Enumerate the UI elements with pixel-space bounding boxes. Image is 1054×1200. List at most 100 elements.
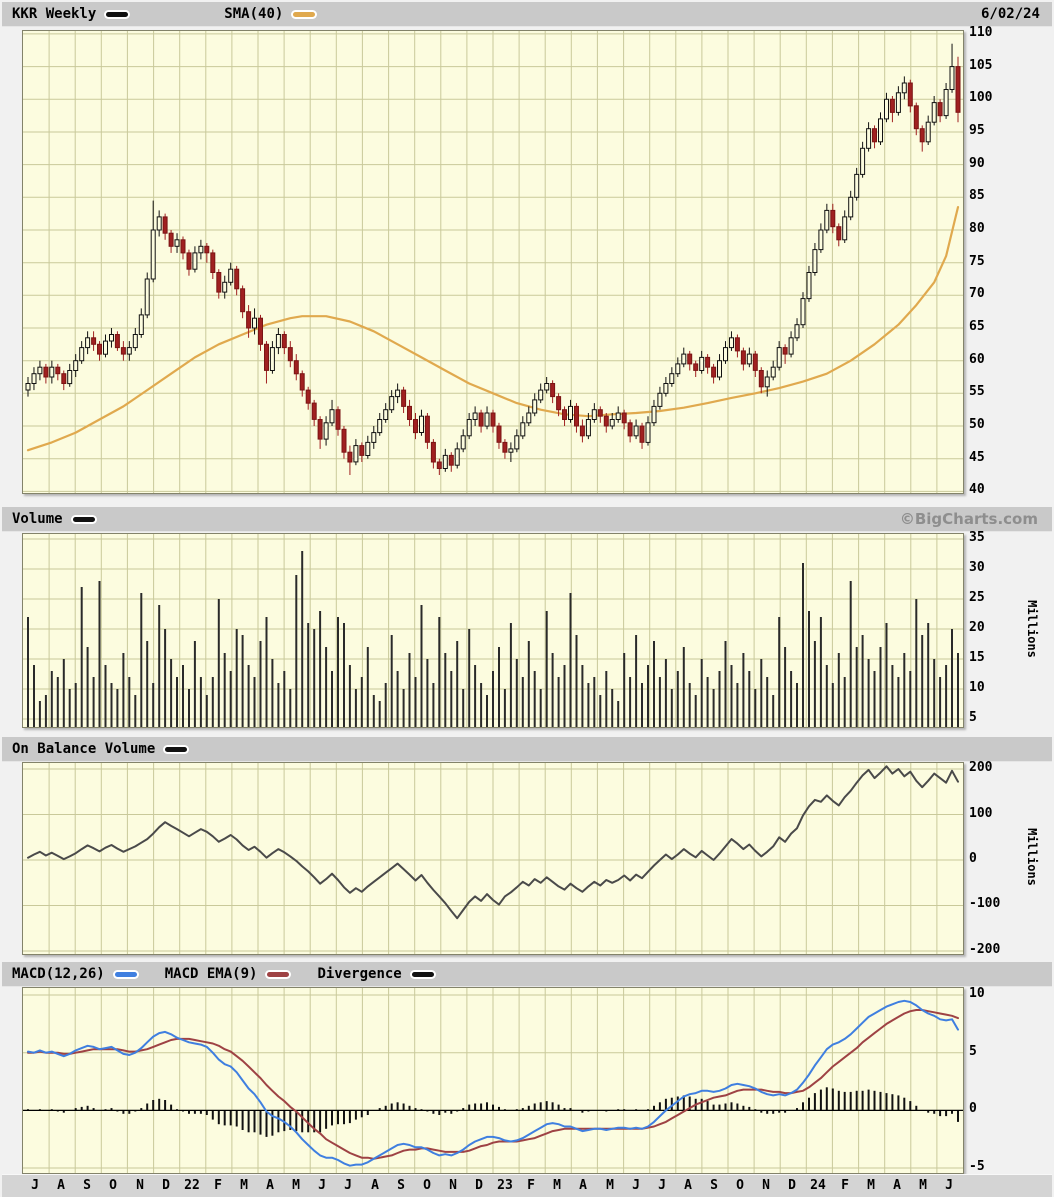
x-axis-month-label: D [475,1178,483,1193]
x-axis-month-label: 22 [184,1178,200,1193]
y-axis-tick-label: 95 [969,123,985,138]
page-footer-margin [0,1197,1054,1200]
y-axis-tick-label: -200 [969,942,1001,957]
volume-chart-panel [22,533,964,728]
x-axis-month-label: J [344,1178,352,1193]
x-axis-month-label: M [606,1178,614,1193]
y-axis-tick-label: 90 [969,156,985,171]
x-axis-month-label: J [658,1178,666,1193]
y-axis-tick-label: 10 [969,680,985,695]
y-axis-tick-label: 15 [969,650,985,665]
y-axis-tick-label: 5 [969,1044,977,1059]
x-axis-month-label: O [736,1178,744,1193]
price-legend-key-icon [106,11,129,17]
candles-group [25,43,961,475]
y-axis-tick-label: -5 [969,1159,985,1174]
x-axis-month-label: A [266,1178,274,1193]
obv-line [27,765,959,920]
macd-ema-line [27,1009,959,1160]
obv-chart-panel [22,762,964,955]
x-axis-month-label: S [710,1178,718,1193]
y-axis-tick-label: 35 [969,530,985,545]
y-axis-tick-label: 200 [969,760,993,775]
y-axis-tick-label: 110 [969,25,993,40]
x-axis-month-label: N [136,1178,144,1193]
y-axis-tick-label: -100 [969,896,1001,911]
x-axis-month-label: M [553,1178,561,1193]
y-axis-tick-label: 45 [969,450,985,465]
y-axis-tick-label: 10 [969,986,985,1001]
x-axis-month-label: F [214,1178,222,1193]
x-axis-month-label: O [423,1178,431,1193]
divergence-legend-key-icon [411,971,434,977]
x-axis-month-label: M [240,1178,248,1193]
x-axis-month-label: S [83,1178,91,1193]
x-axis-month-label: 24 [810,1178,826,1193]
x-axis-month-label: J [632,1178,640,1193]
x-axis-month-label: 23 [497,1178,513,1193]
x-axis-month-label: A [371,1178,379,1193]
x-axis-month-label: D [162,1178,170,1193]
obv-line-chart [23,763,963,954]
x-axis-month-label: F [841,1178,849,1193]
y-axis-tick-label: 30 [969,560,985,575]
macd-ema-title: MACD EMA(9) [164,966,258,982]
divergence-title: Divergence [317,966,402,982]
volume-legend-key-icon [72,516,95,522]
y-axis-tick-label: 70 [969,286,985,301]
macd-title: MACD(12,26) [12,966,105,982]
macd-legend-bar: MACD(12,26) MACD EMA(9) Divergence [2,962,1052,987]
sma-legend-key-icon [293,11,316,17]
x-axis-month-label: N [449,1178,457,1193]
x-axis-month-label: A [893,1178,901,1193]
y-axis-tick-label: 65 [969,319,985,334]
y-axis-tick-label: 0 [969,1101,977,1116]
macd-ema-legend-key-icon [267,971,290,977]
macd-legend-key-icon [114,971,137,977]
x-axis-bar: J A S O N D 22 F M A M J J A S O N D 23 F M A M J J A S O N D 24 F M A M J [2,1174,1052,1198]
price-chart-panel [22,30,964,494]
x-axis-month-label: A [579,1178,587,1193]
x-axis-month-label: A [57,1178,65,1193]
y-axis-tick-label: 40 [969,482,985,497]
x-axis-month-label: J [31,1178,39,1193]
y-axis-tick-label: 55 [969,384,985,399]
x-axis-month-label: M [867,1178,875,1193]
macd-chart [23,988,963,1173]
sma40-line [26,206,960,452]
y-axis-tick-label: 50 [969,417,985,432]
volume-axis-unit-label: Millions [1025,600,1039,658]
x-axis-month-label: N [762,1178,770,1193]
obv-legend-key-icon [165,746,188,752]
bigcharts-watermark: ©BigCharts.com [899,510,1038,528]
x-axis-month-label: S [397,1178,405,1193]
x-axis-month-label: O [109,1178,117,1193]
y-axis-tick-label: 80 [969,221,985,236]
symbol-series-label: KKR Weekly [12,6,97,22]
y-axis-tick-label: 85 [969,188,985,203]
volume-bar-chart [23,534,963,727]
price-legend-bar: KKR Weekly SMA(40) 6/02/24 [2,2,1052,27]
y-axis-tick-label: 25 [969,590,985,605]
obv-title: On Balance Volume [12,741,156,757]
x-axis-month-label: J [318,1178,326,1193]
chart-date: 6/02/24 [980,6,1040,22]
volume-title: Volume [12,511,63,527]
y-axis-tick-label: 20 [969,620,985,635]
x-axis-month-label: F [527,1178,535,1193]
volume-legend-bar: Volume ©BigCharts.com [2,507,1052,532]
x-axis-month-label: M [292,1178,300,1193]
y-axis-tick-label: 100 [969,806,993,821]
x-axis-month-label: J [945,1178,953,1193]
y-axis-tick-label: 5 [969,710,977,725]
x-axis-month-label: D [788,1178,796,1193]
y-axis-tick-label: 100 [969,90,993,105]
price-candlestick-chart [23,31,963,493]
y-axis-tick-label: 60 [969,352,985,367]
x-axis-month-label: A [684,1178,692,1193]
macd-chart-panel [22,987,964,1174]
y-axis-tick-label: 105 [969,58,993,73]
y-axis-tick-label: 0 [969,851,977,866]
x-axis-month-label: M [919,1178,927,1193]
